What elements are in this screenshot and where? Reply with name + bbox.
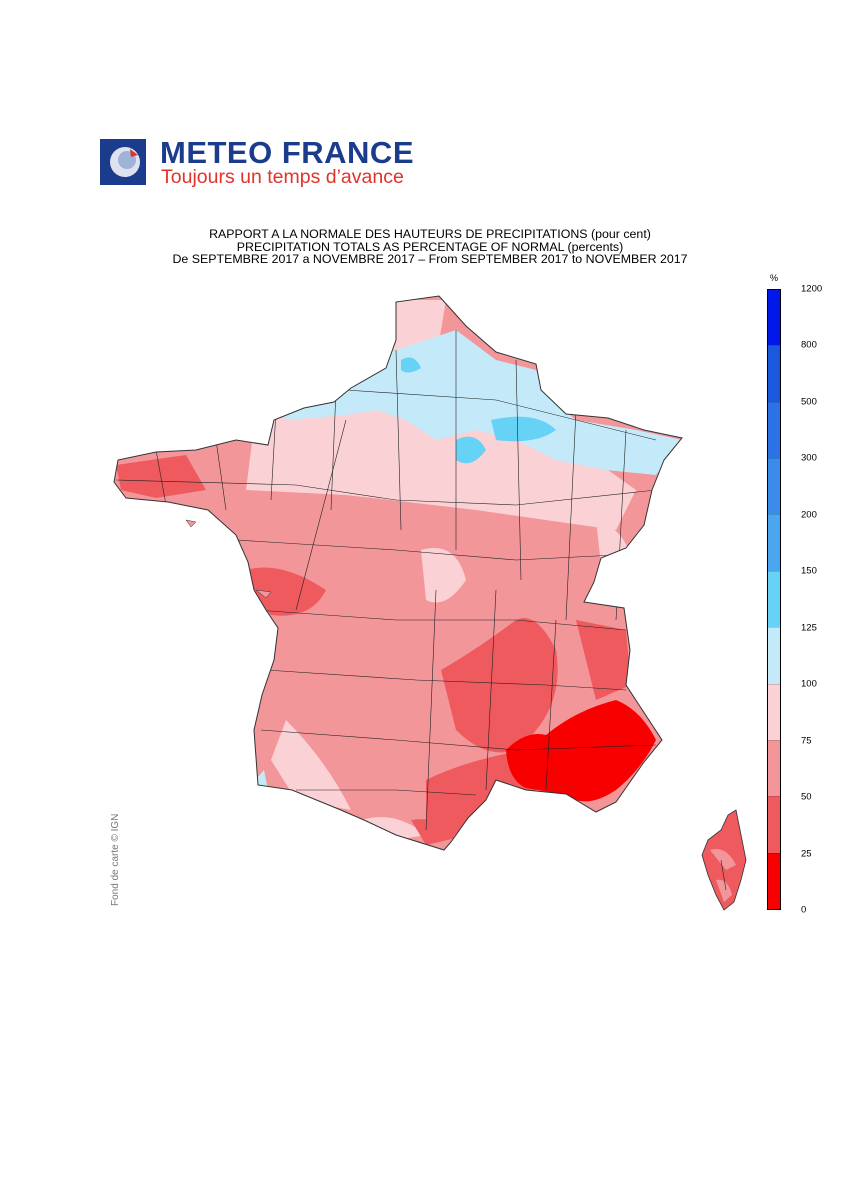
- zone-25-50-alps-south: [576, 620, 631, 700]
- zone-75-100-north: [246, 390, 636, 530]
- brand-name: METEO FRANCE: [160, 135, 414, 170]
- map-titles: RAPPORT A LA NORMALE DES HAUTEURS DE PRE…: [100, 228, 760, 266]
- corsica: [701, 809, 747, 911]
- legend-swatch-25-50: [768, 796, 780, 853]
- zone-125-150-picardie: [401, 357, 421, 373]
- zone-75-100-southwest: [271, 720, 351, 810]
- zone-25-50-pyrenees-east: [411, 819, 456, 845]
- legend-tick-label: 300: [801, 452, 817, 464]
- legend-tick-label: 500: [801, 396, 817, 408]
- zone-125-150-paris-east: [456, 436, 486, 464]
- legend-tick-label: 150: [801, 565, 817, 577]
- legend-tick-label: 100: [801, 678, 817, 690]
- legend-tick-label: 25: [801, 848, 812, 860]
- ile-de-re: [255, 589, 272, 599]
- zone-75-100-centre: [421, 548, 466, 603]
- legend-swatch-50-75: [768, 739, 780, 797]
- legend-swatch-800-1200: [768, 290, 780, 346]
- zone-125-150-champagne: [491, 416, 556, 442]
- legend-tick-label: 50: [801, 791, 812, 803]
- legend-tick-label: 1200: [801, 283, 823, 295]
- title-line-period: De SEPTEMBRE 2017 a NOVEMBRE 2017 – From…: [172, 252, 688, 266]
- meteo-france-emblem-icon: [100, 139, 146, 185]
- legend-swatch-0-25: [768, 852, 780, 909]
- department-boundaries: [115, 330, 657, 831]
- zone-0-25-provence: [506, 700, 656, 802]
- legend-unit: %: [770, 273, 779, 283]
- legend-swatch-500-800: [768, 345, 780, 402]
- legend-swatch-75-100: [768, 683, 780, 740]
- legend-swatch-100-125: [768, 627, 780, 684]
- legend-tick-label: 75: [801, 735, 812, 747]
- legend-tick-label: 800: [801, 339, 817, 351]
- legend-swatch-150-200: [768, 514, 780, 571]
- legend-swatch-300-500: [768, 401, 780, 459]
- zone-25-50-vendee: [246, 567, 326, 616]
- france-mainland-border: [113, 295, 683, 851]
- legend-color-bar: [767, 289, 781, 910]
- brand-tagline: Toujours un temps d’avance: [161, 166, 404, 188]
- zone-25-50-rhone-massif: [441, 618, 558, 753]
- france-precipitation-map: [113, 295, 747, 911]
- zone-75-100-pyrenees: [361, 817, 426, 840]
- title-line-fr: RAPPORT A LA NORMALE DES HAUTEURS DE PRE…: [209, 227, 651, 241]
- zone-25-50-languedoc: [426, 750, 536, 835]
- legend-tick-label: 0: [801, 904, 807, 916]
- title-line-en: PRECIPITATION TOTALS AS PERCENTAGE OF NO…: [236, 239, 624, 254]
- meteo-france-logo: METEO FRANCE Toujours un temps d’avance: [100, 135, 430, 189]
- belle-ile: [185, 519, 197, 528]
- legend-tick-label: 200: [801, 509, 817, 521]
- legend-swatch-125-150: [768, 570, 780, 628]
- legend-tick-label: 125: [801, 622, 817, 634]
- legend-swatch-200-300: [768, 458, 780, 515]
- map-credit: Fond de carte © IGN: [110, 813, 121, 906]
